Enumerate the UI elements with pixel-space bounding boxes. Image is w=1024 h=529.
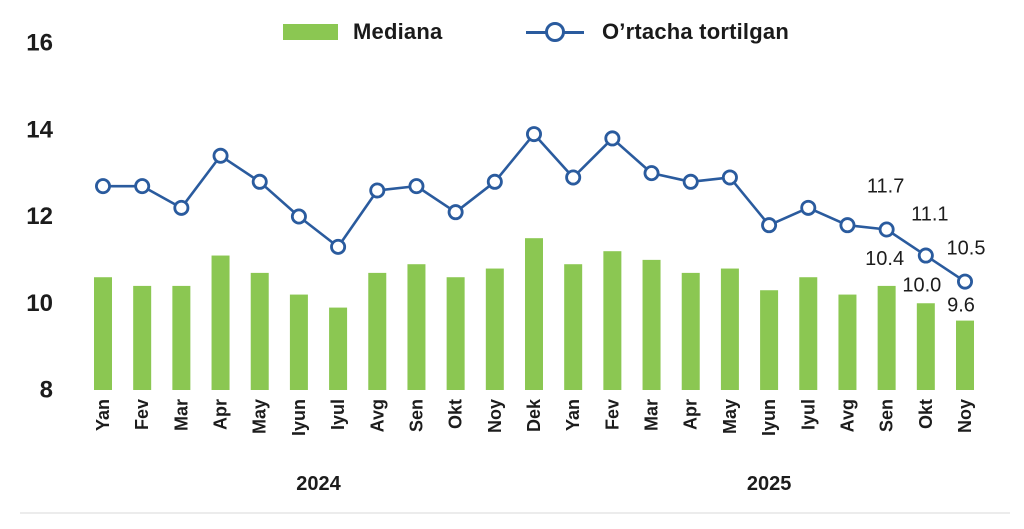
line-marker-noy-22 [956, 273, 973, 290]
x-axis-month-label: Iyun [289, 399, 309, 436]
y-axis-tick-label: 10 [26, 290, 53, 317]
y-axis-tick-label: 16 [26, 30, 53, 57]
line-marker-sen-8 [408, 178, 425, 195]
x-axis-year-label: 2024 [296, 473, 341, 495]
x-axis-month-label: Noy [955, 399, 975, 433]
y-axis-tick-label: 12 [26, 203, 53, 230]
bar-okt-9 [446, 277, 465, 390]
line-marker-noy-10 [486, 173, 503, 190]
line-marker-iyun-5 [290, 208, 307, 225]
x-axis-month-label: Apr [211, 399, 231, 430]
x-axis-month-label: Yan [93, 399, 113, 431]
bar-fev-13 [603, 251, 622, 390]
line-marker-apr-3 [212, 147, 229, 164]
line-marker-yan-0 [95, 178, 112, 195]
line-marker-may-16 [721, 169, 738, 186]
line-value-label: 11.1 [911, 204, 948, 226]
line-marker-iyul-18 [800, 199, 817, 216]
legend-label-mediana: Mediana [353, 19, 443, 44]
line-marker-sen-20 [878, 221, 895, 238]
x-axis-month-label: Sen [877, 399, 897, 432]
bar-iyun-5 [289, 294, 308, 390]
line-marker-yan-12 [565, 169, 582, 186]
x-axis-month-label: Mar [171, 399, 191, 431]
bar-value-label: 9.6 [947, 295, 975, 317]
bar-avg-19 [838, 294, 857, 390]
y-axis-tick-label: 14 [26, 116, 53, 143]
legend-item-ortacha: O’rtacha tortilgan [526, 17, 789, 47]
bar-noy-22 [955, 320, 974, 390]
line-marker-mar-14 [643, 165, 660, 182]
bar-fev-1 [133, 285, 152, 390]
bar-mar-2 [172, 285, 191, 390]
bar-iyun-17 [760, 290, 779, 390]
line-marker-dek-11 [525, 126, 542, 143]
line-value-label: 10.5 [947, 238, 986, 260]
line-value-label: 11.7 [867, 176, 904, 198]
legend-ring-marker [545, 22, 565, 42]
bar-may-16 [720, 268, 739, 390]
bar-apr-15 [681, 272, 700, 390]
x-axis-month-label: Iyul [798, 399, 818, 430]
line-marker-avg-19 [839, 217, 856, 234]
y-axis-tick-label: 8 [40, 377, 53, 404]
bar-iyul-6 [329, 307, 348, 390]
bar-sen-20 [877, 285, 896, 390]
bar-value-label: 10.0 [902, 274, 941, 296]
bar-value-label: 10.4 [865, 248, 904, 270]
bar-yan-12 [564, 264, 583, 390]
x-axis-month-label: Apr [681, 399, 701, 430]
x-axis-month-label: Fev [132, 399, 152, 430]
bar-avg-7 [368, 272, 387, 390]
x-axis-month-label: Okt [916, 399, 936, 429]
x-axis-month-label: Iyul [328, 399, 348, 430]
line-marker-iyun-17 [761, 217, 778, 234]
bar-may-4 [250, 272, 269, 390]
bar-sen-8 [407, 264, 426, 390]
legend-label-ortacha: O’rtacha tortilgan [602, 19, 789, 44]
x-axis-month-label: Sen [406, 399, 426, 432]
x-axis-month-label: Avg [367, 399, 387, 432]
line-marker-may-4 [251, 173, 268, 190]
x-axis-month-label: Avg [837, 399, 857, 432]
line-marker-okt-9 [447, 204, 464, 221]
x-axis-month-label: May [720, 399, 740, 434]
bar-dek-11 [524, 238, 543, 390]
legend-item-mediana: Mediana [283, 17, 442, 47]
bar-yan-0 [94, 277, 112, 390]
line-marker-fev-13 [604, 130, 621, 147]
bar-mar-14 [642, 259, 661, 390]
x-axis-month-label: May [250, 399, 270, 434]
x-axis-month-label: Mar [642, 399, 662, 431]
line-marker-iyul-6 [330, 238, 347, 255]
x-axis-year-label: 2025 [747, 473, 792, 495]
x-axis-month-label: Noy [485, 399, 505, 433]
line-marker-okt-21 [917, 247, 934, 264]
bar-okt-21 [916, 303, 935, 390]
x-axis-month-label: Iyun [759, 399, 779, 436]
line-marker-avg-7 [369, 182, 386, 199]
bar-noy-10 [485, 268, 504, 390]
x-axis-month-label: Fev [602, 399, 622, 430]
line-marker-mar-2 [173, 199, 190, 216]
x-axis-month-label: Yan [563, 399, 583, 431]
bar-apr-3 [211, 255, 230, 390]
ortacha-line-marker-icon [526, 20, 584, 44]
line-marker-apr-15 [682, 173, 699, 190]
bar-iyul-18 [799, 277, 818, 390]
mediana-bar-swatch-icon [283, 24, 338, 40]
line-marker-fev-1 [134, 178, 151, 195]
x-axis-month-label: Okt [446, 399, 466, 429]
x-axis-month-label: Dek [524, 398, 544, 432]
